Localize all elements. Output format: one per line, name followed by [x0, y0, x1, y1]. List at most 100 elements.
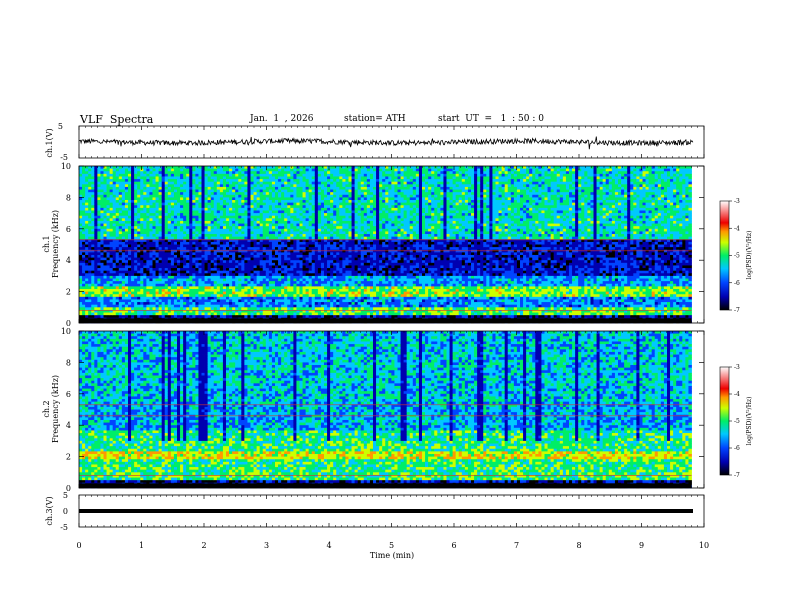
spectrogram-cell — [232, 313, 235, 316]
spectrogram-cell — [131, 307, 134, 310]
spectrogram-cell — [312, 234, 315, 237]
spectrogram-cell — [137, 226, 140, 229]
spectrogram-cell — [140, 192, 143, 195]
spectrogram-cell — [134, 299, 137, 302]
spectrogram-cell — [85, 166, 88, 169]
spectrogram-cell — [266, 218, 269, 221]
spectrogram-cell — [180, 247, 183, 250]
spectrogram-cell — [131, 279, 134, 282]
spectrogram-cell — [180, 292, 183, 295]
spectrogram-cell — [315, 171, 318, 174]
spectrogram-cell — [266, 284, 269, 287]
spectrogram-cell — [223, 174, 226, 177]
spectrogram-cell — [146, 297, 149, 300]
spectrogram-cell — [272, 260, 275, 263]
spectrogram-cell — [149, 294, 152, 297]
spectrogram-cell — [195, 187, 198, 190]
spectrogram-cell — [223, 237, 226, 240]
spectrogram-cell — [192, 221, 195, 224]
spectrogram-cell — [226, 292, 229, 295]
spectrogram-cell — [296, 216, 299, 219]
spectrogram-cell — [100, 226, 103, 229]
spectrogram-cell — [321, 184, 324, 187]
spectrogram-cell — [263, 184, 266, 187]
spectrogram-cell — [122, 200, 125, 203]
spectrogram-cell — [266, 226, 269, 229]
spectrogram-cell — [232, 210, 235, 213]
spectrogram-cell — [79, 171, 82, 174]
spectrogram-cell — [232, 171, 235, 174]
spectrogram-cell — [217, 260, 220, 263]
spectrogram-cell — [278, 305, 281, 308]
spectrogram-cell — [174, 255, 177, 258]
spectrogram-cell — [318, 231, 321, 234]
spectrogram-cell — [214, 221, 217, 224]
spectrogram-cell — [281, 184, 284, 187]
spectrogram-cell — [303, 294, 306, 297]
spectrogram-cell — [79, 229, 82, 232]
spectrogram-cell — [198, 307, 201, 310]
spectrogram-cell — [100, 315, 103, 318]
spectrogram-cell — [122, 166, 125, 169]
spectrogram-cell — [318, 260, 321, 263]
spectrogram-cell — [318, 255, 321, 258]
spectrogram-cell — [180, 176, 183, 179]
spectrogram-cell — [149, 218, 152, 221]
spectrogram-cell — [290, 190, 293, 193]
spectrogram-cell — [94, 302, 97, 305]
spectrogram-cell — [238, 294, 241, 297]
spectrogram-cell — [100, 216, 103, 219]
spectrogram-cell — [244, 250, 247, 253]
spectrogram-cell — [217, 169, 220, 172]
spectrogram-cell — [281, 176, 284, 179]
spectrogram-cell — [229, 182, 232, 185]
spectrogram-cell — [266, 200, 269, 203]
spectrogram-cell — [247, 273, 250, 276]
spectrogram-cell — [140, 289, 143, 292]
spectrogram-cell — [146, 302, 149, 305]
spectrogram-cell — [137, 250, 140, 253]
spectrogram-cell — [165, 265, 168, 268]
spectrogram-cell — [202, 203, 205, 206]
spectrogram-cell — [254, 197, 257, 200]
spectrogram-cell — [211, 169, 214, 172]
spectrogram-cell — [205, 286, 208, 289]
spectrogram-cell — [275, 286, 278, 289]
spectrogram-cell — [137, 224, 140, 227]
spectrogram-cell — [281, 182, 284, 185]
spectrogram-cell — [104, 252, 107, 255]
spectrogram-cell — [134, 203, 137, 206]
spectrogram-cell — [110, 297, 113, 300]
spectrogram-cell — [202, 216, 205, 219]
spectrogram-cell — [202, 299, 205, 302]
spectrogram-cell — [165, 208, 168, 211]
spectrogram-cell — [260, 179, 263, 182]
spectrogram-cell — [247, 197, 250, 200]
spectrogram-cell — [88, 315, 91, 318]
spectrogram-cell — [244, 195, 247, 198]
spectrogram-cell — [275, 263, 278, 266]
spectrogram-cell — [251, 286, 254, 289]
spectrogram-cell — [226, 279, 229, 282]
spectrogram-cell — [330, 273, 333, 276]
spectrogram-cell — [217, 213, 220, 216]
spectrogram-cell — [159, 281, 162, 284]
spectrogram-cell — [94, 247, 97, 250]
spectrogram-cell — [143, 182, 146, 185]
spectrogram-cell — [263, 284, 266, 287]
spectrogram-cell — [260, 252, 263, 255]
spectrogram-cell — [174, 190, 177, 193]
spectrogram-cell — [88, 265, 91, 268]
spectrogram-cell — [198, 234, 201, 237]
spectrogram-cell — [113, 195, 116, 198]
spectrogram-cell — [281, 174, 284, 177]
spectrogram-cell — [293, 307, 296, 310]
spectrogram-cell — [205, 281, 208, 284]
spectrogram-cell — [165, 294, 168, 297]
spectrogram-cell — [119, 265, 122, 268]
spectrogram-cell — [223, 210, 226, 213]
spectrogram-cell — [223, 292, 226, 295]
spectrogram-cell — [284, 231, 287, 234]
spectrogram-cell — [119, 213, 122, 216]
spectrogram-cell — [272, 221, 275, 224]
